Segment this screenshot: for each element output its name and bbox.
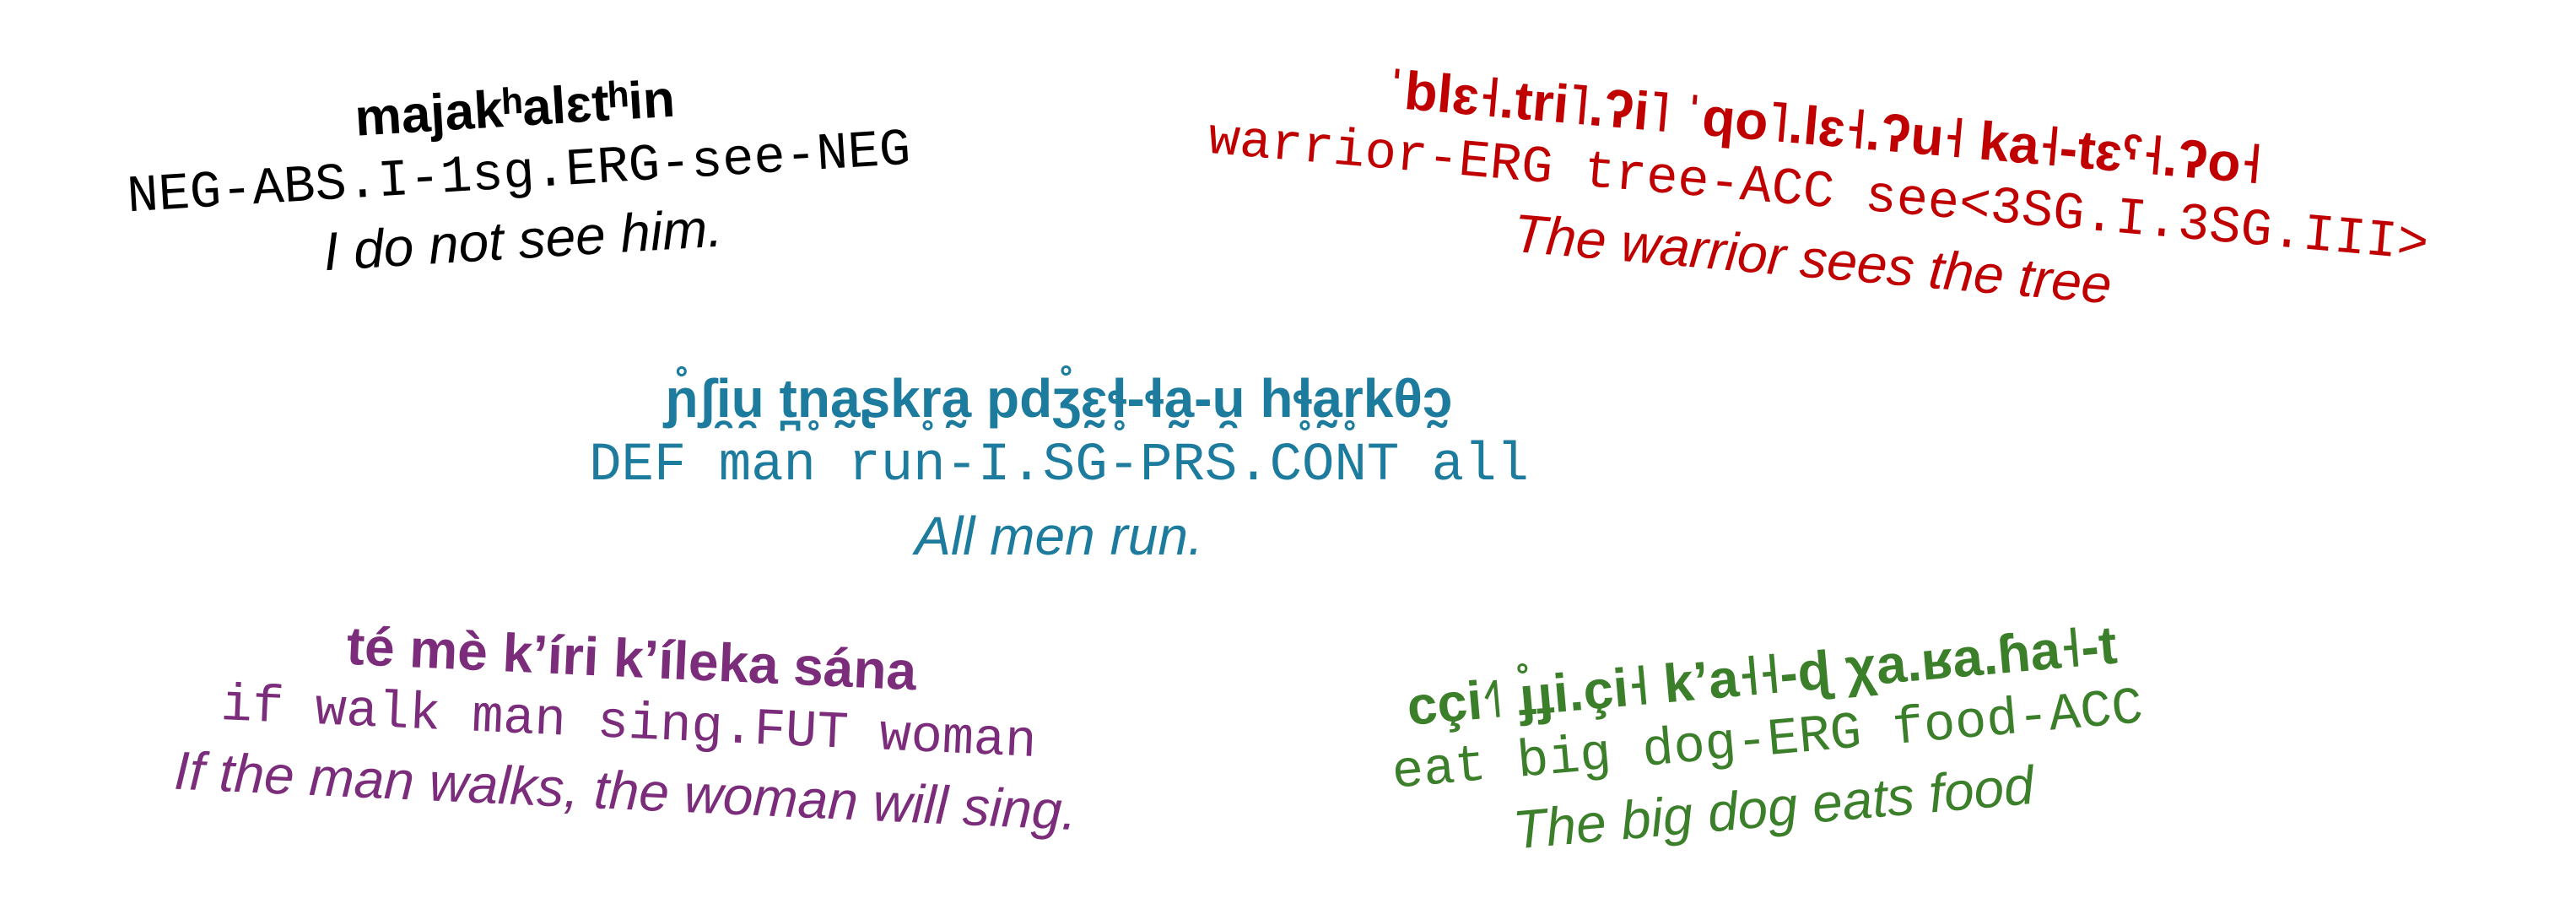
native-sentence: ɲ̊ʃi̯u̯ t̪n̥a̰ʂkr̥a̰ pdʒ̊ɛ̰ɬ̥-ɬa̰-u̯ hɬ̥… [665,368,1453,429]
interlinear-gloss: DEF man run-I.SG-PRS.CONT all [589,435,1529,496]
free-translation: All men run. [915,506,1203,566]
example-3: ɲ̊ʃi̯u̯ t̪n̥a̰ʂkr̥a̰ pdʒ̊ɛ̰ɬ̥-ɬa̰-u̯ hɬ̥… [489,363,1628,574]
example-1: majakʰalɛtʰin NEG-ABS.I-1sg.ERG-see-NEG … [20,46,1018,304]
example-5: cçi˧˥ ɟ̊ɟi.çi˧ k’a˧˧-ɖ χa.ʁa.ɦa˧-t eat b… [1276,599,2260,884]
example-2: ˈblɛ˧.tri˥.ʔi˥ ˈqo˥.lɛ˧.ʔu˧ ka˧-tɛˤ˧.ʔo˧… [1061,28,2575,359]
example-4: té mè k’íri k’íleka sána if walk man sin… [42,598,1214,852]
